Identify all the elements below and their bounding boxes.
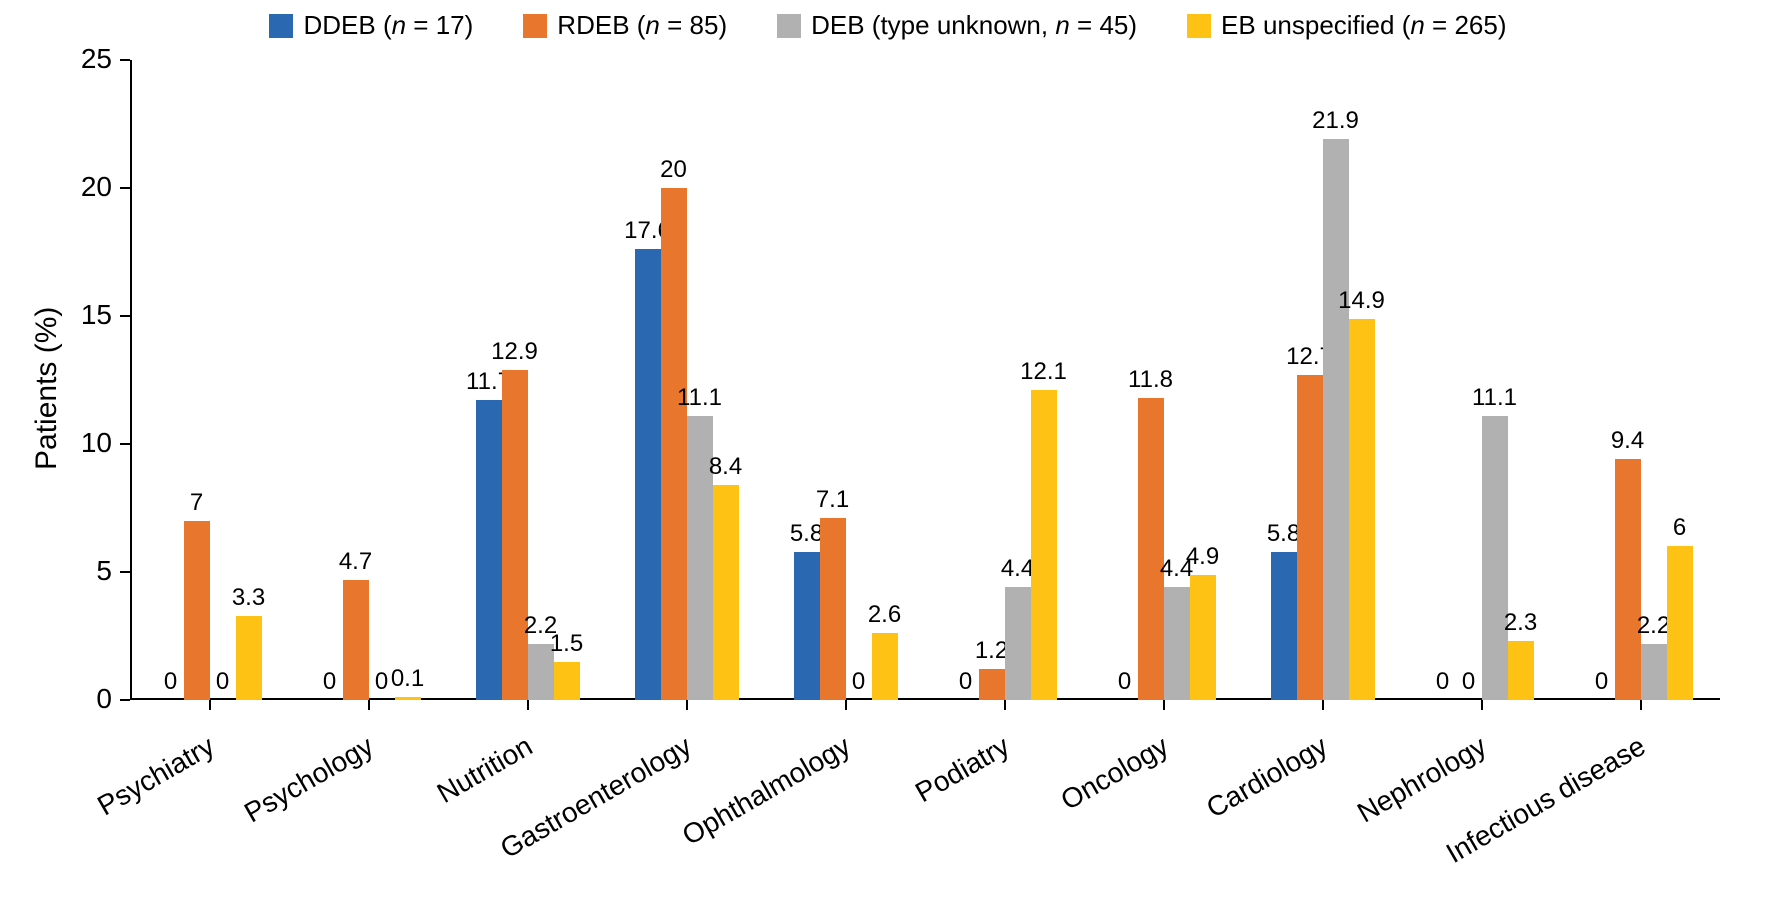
bar [1615,459,1641,700]
value-label: 9.4 [1598,427,1658,455]
plot-area: 0510152025Psychiatry0703.3Psychology04.7… [130,60,1720,700]
bar [1349,319,1375,700]
x-tick [1163,700,1165,710]
bar [713,485,739,700]
category-label: Podiatry [910,730,1015,809]
legend-swatch [1187,14,1211,38]
legend-item: DDEB (n = 17) [269,10,473,41]
y-tick [120,315,130,317]
bar [502,370,528,700]
bar [1031,390,1057,700]
value-label: 14.9 [1332,287,1392,315]
x-tick [686,700,688,710]
bar [1138,398,1164,700]
x-tick [527,700,529,710]
value-label: 2.3 [1491,609,1551,637]
category-label: Cardiology [1201,730,1333,825]
bar [395,697,421,700]
legend-label: DDEB (n = 17) [303,10,473,41]
y-tick-label: 20 [52,171,112,203]
value-label: 3.3 [219,584,279,612]
bar [979,669,1005,700]
legend-item: RDEB (n = 85) [523,10,727,41]
y-tick-label: 10 [52,427,112,459]
value-label: 0.1 [378,665,438,693]
value-label: 4.9 [1173,543,1233,571]
value-label: 11.1 [670,384,730,412]
legend: DDEB (n = 17) RDEB (n = 85) DEB (type unkn… [0,10,1776,41]
y-tick [120,571,130,573]
value-label: 7 [167,489,227,517]
x-tick [209,700,211,710]
y-tick-label: 0 [52,683,112,715]
chart-root: DDEB (n = 17) RDEB (n = 85) DEB (type unkn… [0,0,1776,906]
bar [1164,587,1190,700]
bar [1641,644,1667,700]
bar [1508,641,1534,700]
y-tick-label: 15 [52,299,112,331]
bar [1323,139,1349,700]
value-label: 12.1 [1014,358,1074,386]
bar [476,400,502,700]
y-tick [120,443,130,445]
legend-swatch [523,14,547,38]
value-label: 4.7 [326,548,386,576]
category-label: Ophthalmology [676,730,855,852]
legend-label: DEB (type unknown, n = 45) [811,10,1137,41]
category-label: Nephrology [1351,730,1491,829]
legend-item: EB unspecified (n = 265) [1187,10,1506,41]
bar [1297,375,1323,700]
legend-label: EB unspecified (n = 265) [1221,10,1506,41]
bar [554,662,580,700]
y-tick-label: 5 [52,555,112,587]
category-label: Psychiatry [92,730,220,822]
bar [1271,552,1297,700]
y-tick [120,699,130,701]
value-label: 20 [644,156,704,184]
bar [872,633,898,700]
category-label: Nutrition [431,730,537,810]
legend-swatch [269,14,293,38]
value-label: 7.1 [803,486,863,514]
value-label: 11.1 [1465,384,1525,412]
category-label: Psychology [238,730,378,829]
legend-swatch [777,14,801,38]
bar [1482,416,1508,700]
y-axis-line [130,60,132,700]
y-tick [120,187,130,189]
value-label: 2.6 [855,601,915,629]
x-tick [1322,700,1324,710]
bar [661,188,687,700]
x-tick [1004,700,1006,710]
bar [1667,546,1693,700]
value-label: 1.5 [537,630,597,658]
value-label: 11.8 [1121,366,1181,394]
value-label: 21.9 [1306,107,1366,135]
legend-label: RDEB (n = 85) [557,10,727,41]
bar [236,616,262,700]
bar [1190,575,1216,700]
bar [635,249,661,700]
bar [1005,587,1031,700]
x-tick [368,700,370,710]
x-tick [845,700,847,710]
legend-item: DEB (type unknown, n = 45) [777,10,1137,41]
category-label: Oncology [1055,730,1173,817]
x-tick [1481,700,1483,710]
x-tick [1640,700,1642,710]
bar [794,552,820,700]
y-tick-label: 25 [52,43,112,75]
value-label: 8.4 [696,453,756,481]
y-tick [120,59,130,61]
value-label: 6 [1650,514,1710,542]
value-label: 12.9 [485,338,545,366]
